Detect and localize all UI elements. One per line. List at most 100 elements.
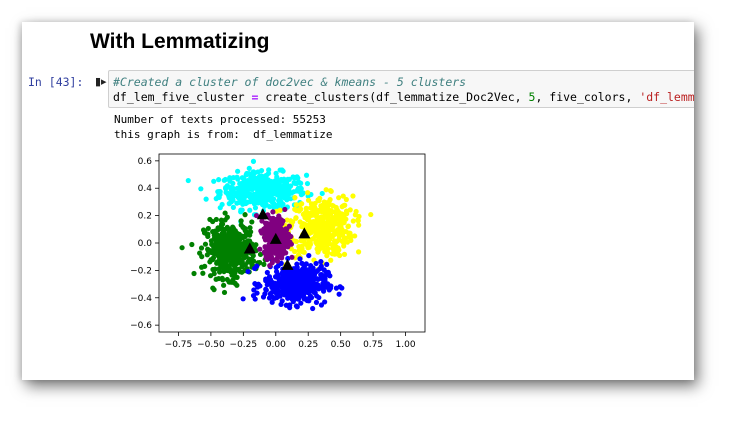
scatter-point bbox=[257, 173, 263, 179]
scatter-point bbox=[224, 214, 230, 220]
scatter-point bbox=[221, 230, 227, 236]
scatter-point bbox=[242, 227, 248, 233]
scatter-point bbox=[282, 180, 288, 187]
scatter-point bbox=[314, 282, 321, 288]
scatter-point bbox=[339, 230, 345, 236]
scatter-point bbox=[340, 203, 346, 209]
scatter-point bbox=[329, 202, 335, 209]
scatter-point bbox=[261, 195, 267, 201]
scatter-point bbox=[322, 212, 328, 218]
scatter-point bbox=[306, 252, 312, 259]
scatter-point bbox=[224, 234, 230, 240]
scatter-point bbox=[211, 271, 217, 277]
scatter-point bbox=[304, 270, 310, 276]
scatter-point bbox=[212, 266, 218, 272]
scatter-point bbox=[338, 220, 345, 227]
centroid-marker bbox=[269, 232, 282, 244]
scatter-point bbox=[269, 284, 275, 290]
scatter-point bbox=[280, 168, 286, 174]
scatter-point bbox=[243, 182, 249, 188]
scatter-point bbox=[298, 186, 304, 192]
scatter-point bbox=[242, 233, 248, 240]
x-tick-label: 0.75 bbox=[363, 340, 383, 350]
scatter-point bbox=[263, 287, 269, 293]
scatter-point bbox=[336, 291, 342, 297]
scatter-point bbox=[287, 239, 293, 245]
scatter-point bbox=[293, 215, 299, 221]
scatter-point bbox=[235, 176, 241, 182]
scatter-point bbox=[290, 174, 296, 180]
scatter-point bbox=[250, 158, 257, 164]
scatter-point bbox=[333, 215, 339, 221]
scatter-point bbox=[250, 198, 256, 204]
scatter-point bbox=[289, 254, 295, 260]
centroid-marker bbox=[281, 258, 294, 270]
scatter-point bbox=[239, 175, 245, 181]
scatter-point bbox=[355, 218, 361, 224]
scatter-point bbox=[215, 249, 221, 255]
scatter-point bbox=[239, 197, 246, 203]
scatter-point bbox=[228, 199, 234, 205]
scatter-point bbox=[299, 201, 305, 207]
scatter-point bbox=[269, 231, 275, 238]
scatter-point bbox=[274, 243, 280, 249]
scatter-point bbox=[269, 184, 276, 190]
y-tick-label: 0.2 bbox=[138, 212, 152, 222]
scatter-point bbox=[298, 180, 304, 186]
scatter-point bbox=[331, 247, 337, 254]
scatter-point bbox=[246, 165, 252, 171]
x-tick-label: −0.50 bbox=[197, 340, 225, 350]
scatter-point bbox=[214, 231, 220, 238]
code-operator: = bbox=[251, 90, 259, 104]
scatter-point bbox=[218, 239, 224, 245]
scatter-point bbox=[303, 205, 309, 211]
run-cell-icon[interactable]: ▮▸ bbox=[95, 75, 107, 88]
scatter-point bbox=[286, 184, 293, 190]
x-tick-label: 0.50 bbox=[331, 340, 351, 350]
scatter-point bbox=[311, 211, 317, 217]
scatter-point bbox=[266, 197, 273, 203]
scatter-point bbox=[264, 269, 270, 276]
scatter-point bbox=[299, 191, 306, 197]
scatter-point bbox=[353, 208, 359, 215]
x-tick-label: 1.00 bbox=[396, 340, 416, 350]
scatter-point bbox=[241, 188, 247, 194]
scatter-point bbox=[225, 251, 231, 258]
scatter-point bbox=[295, 294, 301, 300]
scatter-point bbox=[350, 218, 356, 224]
scatter-point bbox=[224, 266, 231, 272]
scatter-point bbox=[189, 241, 195, 248]
scatter-point bbox=[275, 230, 281, 236]
scatter-point bbox=[262, 244, 268, 250]
scatter-point bbox=[237, 257, 243, 263]
scatter-point bbox=[308, 205, 314, 211]
x-tick-label: −0.75 bbox=[165, 340, 193, 350]
scatter-point bbox=[313, 218, 320, 224]
y-tick-label: 0.6 bbox=[138, 157, 153, 167]
scatter-point bbox=[217, 269, 223, 275]
scatter-point bbox=[284, 217, 290, 223]
scatter-point bbox=[247, 225, 253, 231]
cell-prompt: In [43]: bbox=[28, 75, 84, 89]
scatter-point bbox=[328, 188, 334, 194]
scatter-point bbox=[279, 298, 285, 304]
scatter-point bbox=[302, 241, 308, 247]
scatter-point bbox=[263, 201, 269, 207]
scatter-point bbox=[283, 285, 289, 291]
scatter-point bbox=[254, 263, 260, 269]
scatter-point bbox=[293, 275, 299, 281]
scatter-point bbox=[283, 270, 289, 276]
code-args: , five_colors, bbox=[535, 90, 633, 104]
code-cell-input[interactable]: #Created a cluster of doc2vec & kmeans -… bbox=[108, 70, 694, 108]
code-call: create_clusters(df_lemmatize_Doc2Vec, bbox=[265, 90, 522, 104]
scatter-point bbox=[275, 281, 281, 288]
scatter-point bbox=[213, 276, 219, 282]
scatter-point bbox=[211, 178, 217, 184]
scatter-point bbox=[323, 187, 329, 193]
scatter-point bbox=[260, 294, 267, 300]
scatter-point bbox=[205, 225, 211, 232]
scatter-point bbox=[230, 204, 236, 210]
scatter-point bbox=[222, 176, 229, 183]
scatter-point bbox=[273, 269, 280, 275]
scatter-point bbox=[255, 169, 261, 175]
